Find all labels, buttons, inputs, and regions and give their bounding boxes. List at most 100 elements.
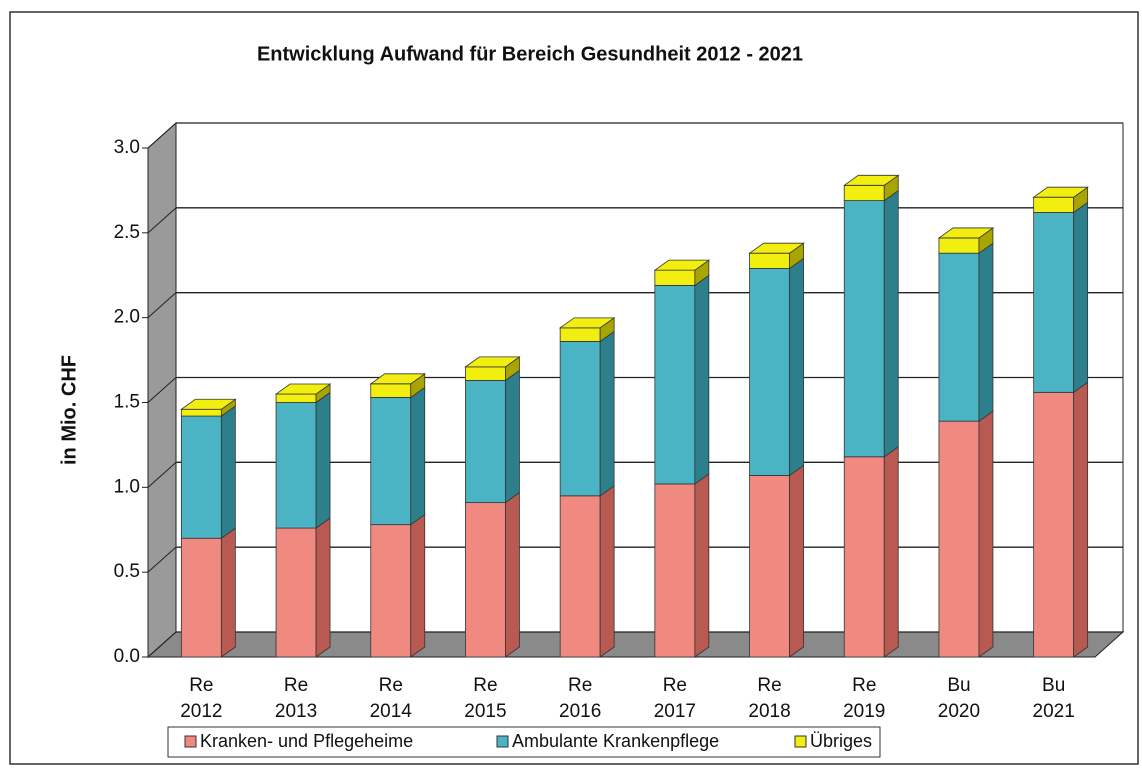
x-tick-label: Re xyxy=(852,675,876,696)
bar-segment xyxy=(749,475,790,658)
grid-line-side xyxy=(147,122,177,149)
bar-side xyxy=(599,330,615,497)
grid-line-side xyxy=(147,631,177,658)
bar-segment xyxy=(180,408,222,417)
bar-side xyxy=(978,242,994,422)
bar-side xyxy=(315,391,331,529)
bar-side xyxy=(505,369,520,504)
bar-top xyxy=(1032,186,1089,198)
bar-segment xyxy=(275,393,317,403)
x-tick-label: Re xyxy=(379,675,403,696)
bar-segment xyxy=(938,237,980,254)
x-tick-label: Bu xyxy=(947,675,970,696)
bar-segment xyxy=(654,269,696,286)
bar-segment xyxy=(938,420,980,658)
bar-segment xyxy=(370,397,412,526)
bar-segment xyxy=(843,200,885,458)
bar-segment xyxy=(180,537,222,658)
x-tick-label: 2014 xyxy=(370,701,413,722)
bar-segment xyxy=(370,383,412,398)
bar-segment xyxy=(275,527,317,658)
y-tick-label: 0.5 xyxy=(114,561,140,582)
bar-side xyxy=(789,257,804,477)
x-tick-label: 2017 xyxy=(654,701,696,722)
x-tick-label: Bu xyxy=(1042,675,1065,696)
bar-side xyxy=(789,464,804,658)
bar-side xyxy=(978,410,994,658)
bar-segment xyxy=(654,285,696,485)
bar-segment xyxy=(938,252,980,422)
bar-segment xyxy=(559,495,601,658)
y-tick-label: 2.0 xyxy=(114,307,140,328)
x-tick-label: Re xyxy=(757,675,781,696)
legend-label: Ambulante Krankenpflege xyxy=(512,731,719,751)
bar-top xyxy=(558,317,616,329)
bar-side xyxy=(1073,381,1089,658)
legend-swatch xyxy=(184,735,197,748)
x-tick-label: 2012 xyxy=(180,701,222,722)
y-tick-label: 1.5 xyxy=(114,392,140,413)
grid-line-side xyxy=(147,292,177,319)
bar-segment xyxy=(465,380,506,504)
x-tick-label: 2015 xyxy=(464,701,506,722)
bar-top xyxy=(369,373,426,385)
grid-line-side xyxy=(147,207,177,234)
bar-side xyxy=(599,485,615,658)
bar-segment xyxy=(180,415,222,539)
bar-segment xyxy=(749,268,790,476)
bar-top xyxy=(937,227,995,239)
grid-line-side xyxy=(147,377,177,403)
legend-swatch xyxy=(496,735,509,748)
bar-side xyxy=(315,517,331,658)
x-tick-label: 2021 xyxy=(1033,701,1075,722)
bar-segment xyxy=(559,327,601,342)
bar-segment xyxy=(654,483,696,658)
bar-side xyxy=(883,446,899,658)
bar-top xyxy=(653,259,711,271)
y-tick-label: 3.0 xyxy=(114,137,140,158)
bar-side xyxy=(694,274,710,485)
x-tick-label: Re xyxy=(284,675,308,696)
bar-side xyxy=(410,513,426,658)
chart-title: Entwicklung Aufwand für Bereich Gesundhe… xyxy=(257,43,803,65)
bar-segment xyxy=(275,402,317,529)
bar-segment xyxy=(843,456,885,658)
y-tick-label: 0.0 xyxy=(114,646,140,667)
x-tick-label: 2013 xyxy=(275,701,317,722)
bar-top xyxy=(274,383,332,395)
bar-side xyxy=(220,405,236,540)
x-tick-label: Re xyxy=(568,675,592,696)
bar-top xyxy=(464,356,521,368)
bar-segment xyxy=(465,366,506,381)
legend xyxy=(167,726,881,758)
legend-swatch xyxy=(794,735,807,748)
bar-segment xyxy=(843,184,885,201)
x-tick-label: Re xyxy=(663,675,687,696)
bar-side xyxy=(505,491,520,658)
bar-side xyxy=(883,189,899,458)
bar-top xyxy=(748,242,805,254)
bar-side xyxy=(1073,201,1089,394)
bar-top xyxy=(180,398,237,410)
x-tick-label: Re xyxy=(473,675,497,696)
x-tick-label: 2018 xyxy=(748,701,790,722)
x-tick-label: 2016 xyxy=(559,701,601,722)
x-tick-label: Re xyxy=(189,675,213,696)
bar-segment xyxy=(1033,196,1075,213)
bar-segment xyxy=(370,524,412,658)
x-tick-label: 2019 xyxy=(843,701,885,722)
bar-segment xyxy=(465,502,506,658)
legend-label: Übriges xyxy=(810,731,872,751)
bar-side xyxy=(694,473,710,658)
grid-line-side xyxy=(147,546,177,573)
y-axis-label: in Mio. CHF xyxy=(58,355,80,465)
bar-segment xyxy=(1033,391,1075,658)
y-tick-label: 1.0 xyxy=(114,476,140,497)
bar-side xyxy=(220,527,236,658)
bar-side xyxy=(410,386,426,526)
grid-line-side xyxy=(147,461,177,488)
bar-segment xyxy=(559,341,601,497)
bar-segment xyxy=(1033,212,1075,393)
legend-label: Kranken- und Pflegeheime xyxy=(200,731,413,751)
